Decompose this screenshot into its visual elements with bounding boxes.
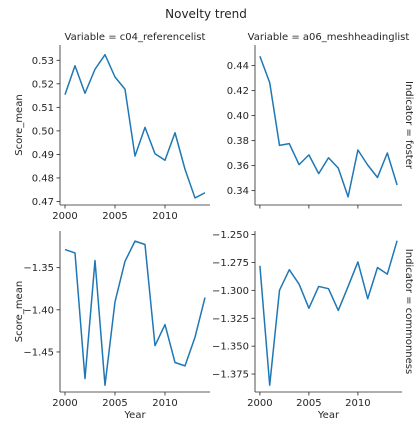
y-tick-label: 0.52 [32,79,54,90]
panel-top-left: 0.47 0.48 0.49 0.50 0.51 0.52 0.53 2000 2005 2010… [14,32,210,222]
x-tick-label: 2005 [102,211,127,222]
y-tick-label: 0.48 [32,173,54,184]
x-tick-label: 2005 [102,398,127,409]
panel-bottom-left: −1.45 −1.40 −1.35 2000 2005 2010 Score_mean Yea… [14,231,210,421]
x-axis-label: Year [317,410,340,421]
y-tick-label: 0.40 [227,111,249,122]
y-tick-label: 0.50 [32,126,54,137]
y-tick-label: −1.275 [212,258,249,269]
panel-bottom-right: −1.375 −1.350 −1.325 −1.300 −1.275 −1.250 2000… [212,230,414,421]
x-tick-label: 2005 [296,398,321,409]
y-tick-label: −1.350 [212,342,249,353]
x-tick-label: 2010 [345,398,370,409]
y-axis-label: Score_mean [14,281,25,342]
y-tick-label: −1.325 [212,314,249,325]
facet-row-title: Indicator = commonness [403,249,414,374]
y-tick-label: −1.250 [212,230,249,241]
x-tick-label: 2000 [52,398,77,409]
y-tick-label: −1.40 [23,305,54,316]
y-tick-label: 0.34 [227,186,249,197]
figure-title: Novelty trend [165,7,247,21]
y-tick-label: 0.36 [227,161,249,172]
x-tick-label: 2010 [152,211,177,222]
x-tick-label: 2010 [152,398,177,409]
facet-row-title: Indicator = foster [403,81,414,170]
x-tick-label: 2000 [52,211,77,222]
panel-top-right: 0.34 0.36 0.38 0.40 0.42 0.44 Variable = a06_m… [227,32,414,209]
y-tick-label: 0.53 [32,56,54,67]
y-tick-label: 0.42 [227,86,249,97]
x-tick-label: 2000 [247,398,272,409]
facet-column-title: Variable = c04_referencelist [65,32,206,43]
y-tick-label: −1.300 [212,286,249,297]
y-tick-label: −1.35 [23,263,54,274]
y-tick-label: 0.49 [32,150,54,161]
facet-panels: 0.47 0.48 0.49 0.50 0.51 0.52 0.53 2000 2005 2010… [14,32,414,421]
y-tick-label: 0.44 [227,61,249,72]
y-tick-label: 0.51 [32,103,54,114]
x-axis-label: Year [123,410,146,421]
y-tick-label: 0.47 [32,197,54,208]
facet-column-title: Variable = a06_meshheadinglist [248,32,410,43]
y-axis-label: Score_mean [14,94,25,155]
y-tick-label: −1.375 [212,370,249,381]
y-tick-label: 0.38 [227,136,249,147]
y-tick-label: −1.45 [23,347,54,358]
